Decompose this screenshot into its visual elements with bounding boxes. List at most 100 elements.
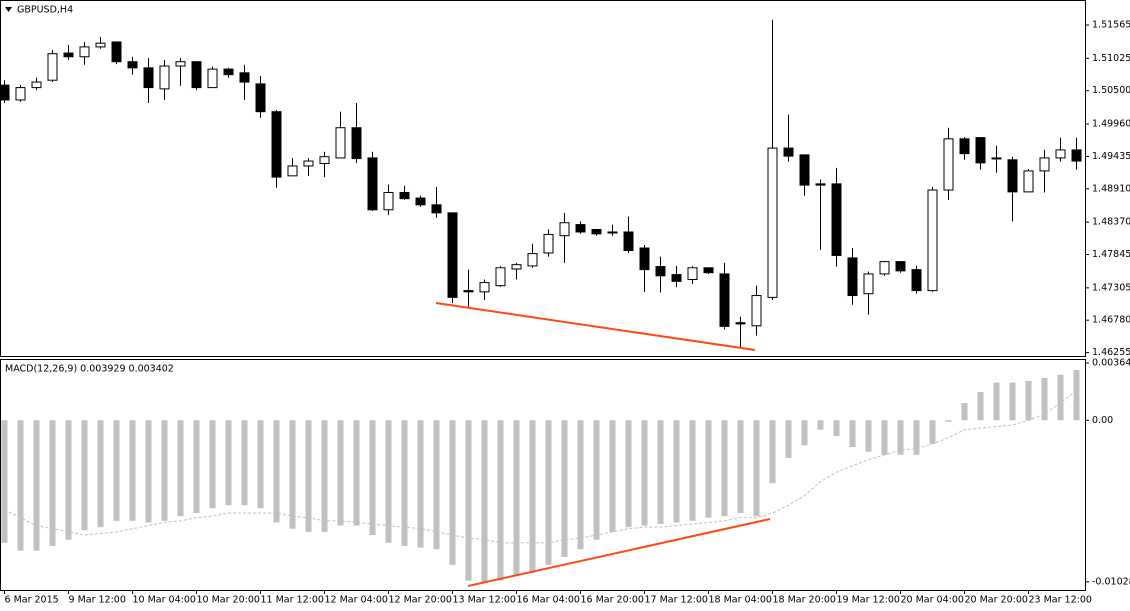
candle-body [1023, 170, 1034, 193]
macd-bar [929, 420, 936, 444]
y-tick-label: 1.47845 [1092, 249, 1130, 260]
macd-bar [513, 420, 520, 576]
macd-bar [273, 420, 280, 523]
macd-bar [977, 392, 984, 421]
candle-body [367, 157, 378, 211]
macd-bar [353, 420, 360, 526]
x-tick-label: 10 Mar 20:00 [197, 595, 260, 606]
macd-bar [49, 420, 56, 546]
macd-panel-frame [0, 359, 1086, 591]
candle-body [47, 53, 58, 81]
macd-bar [401, 420, 408, 546]
candle-body [95, 42, 106, 48]
y-tick-label: 1.46255 [1092, 347, 1130, 358]
macd-bar [449, 420, 456, 565]
x-tick-label: 6 Mar 2015 [5, 595, 59, 606]
macd-panel [1, 370, 1080, 583]
macd-bar [1057, 374, 1064, 421]
y-tick-label: 1.49960 [1092, 119, 1130, 130]
candle-body [191, 61, 202, 89]
candle-body [287, 165, 298, 177]
candle-body [719, 273, 730, 327]
candle-body [447, 212, 458, 298]
candle-body [335, 127, 346, 159]
y-tick-label: 1.51565 [1092, 19, 1130, 30]
macd-title: MACD(12,26,9) 0.003929 0.003402 [5, 364, 174, 375]
candle-body [543, 233, 554, 254]
candle-body [1007, 159, 1018, 193]
macd-bar [17, 420, 24, 551]
x-tick-label: 20 Mar 20:00 [965, 595, 1028, 606]
candle-body [63, 52, 74, 58]
macd-bar [433, 420, 440, 550]
y-tick-label: 1.46780 [1092, 315, 1130, 326]
candle-body [895, 261, 906, 272]
candle-body [751, 295, 762, 327]
candle-body [639, 247, 650, 271]
candle-body [863, 273, 874, 295]
candle-body [223, 68, 234, 76]
symbol-menu-arrow[interactable] [5, 7, 12, 12]
candles [0, 19, 1082, 348]
macd-bar [113, 420, 120, 521]
candle-body [943, 138, 954, 191]
candle-body [159, 65, 170, 90]
macd-bar [545, 420, 552, 565]
macd-bar [145, 420, 152, 523]
candle-body [255, 83, 266, 113]
y-tick-label: 1.48370 [1092, 217, 1130, 228]
macd-bar [865, 420, 872, 452]
candle-body [527, 253, 538, 267]
candle-body [31, 81, 42, 89]
macd-bar [673, 420, 680, 523]
candle-body [351, 127, 362, 160]
x-tick-label: 20 Mar 04:00 [901, 595, 964, 606]
price-panel-frame [0, 0, 1086, 357]
candle-body [175, 61, 186, 67]
candle-body [831, 183, 842, 256]
macd-bar [657, 420, 664, 524]
x-tick-label: 13 Mar 12:00 [453, 595, 516, 606]
macd-bar [337, 420, 344, 526]
candle-body [783, 147, 794, 157]
macd-bar [1041, 377, 1048, 421]
candle-body [207, 68, 218, 89]
candle-body [575, 224, 586, 233]
candle-body [703, 267, 714, 274]
candle-body [991, 157, 1002, 160]
candle-body [431, 204, 442, 214]
macd-bar [497, 420, 504, 581]
candle-body [143, 67, 154, 89]
candle-body [0, 84, 10, 101]
macd-bar [945, 420, 952, 422]
macd-bar [913, 420, 920, 455]
macd-bar [849, 420, 856, 447]
x-tick-label: 18 Mar 20:00 [773, 595, 836, 606]
y-tick-label: 1.49435 [1092, 151, 1130, 162]
macd-bar [881, 420, 888, 455]
macd-bar [705, 420, 712, 518]
macd-bar [561, 420, 568, 557]
macd-bar [65, 420, 72, 540]
x-tick-label: 18 Mar 04:00 [709, 595, 772, 606]
macd-bar [321, 420, 328, 532]
candle-body [415, 197, 426, 206]
macd-bar [785, 420, 792, 458]
y-tick-label: 1.48910 [1092, 183, 1130, 194]
macd-trendline [467, 518, 771, 587]
macd-bar [257, 420, 264, 509]
candle-body [15, 87, 26, 101]
signal-line [4, 390, 1077, 544]
macd-bar [33, 420, 40, 551]
macd-bar [529, 420, 536, 573]
candle-body [479, 282, 490, 293]
candle-body [1055, 149, 1066, 159]
macd-bar [961, 403, 968, 421]
candle-body [111, 41, 122, 63]
macd-bar [417, 420, 424, 548]
y-tick-label: 0.00 [1092, 415, 1113, 426]
candle-body [911, 269, 922, 292]
y-tick-label: 1.51025 [1092, 53, 1130, 64]
candle-body [927, 189, 938, 292]
macd-bar [753, 420, 760, 517]
